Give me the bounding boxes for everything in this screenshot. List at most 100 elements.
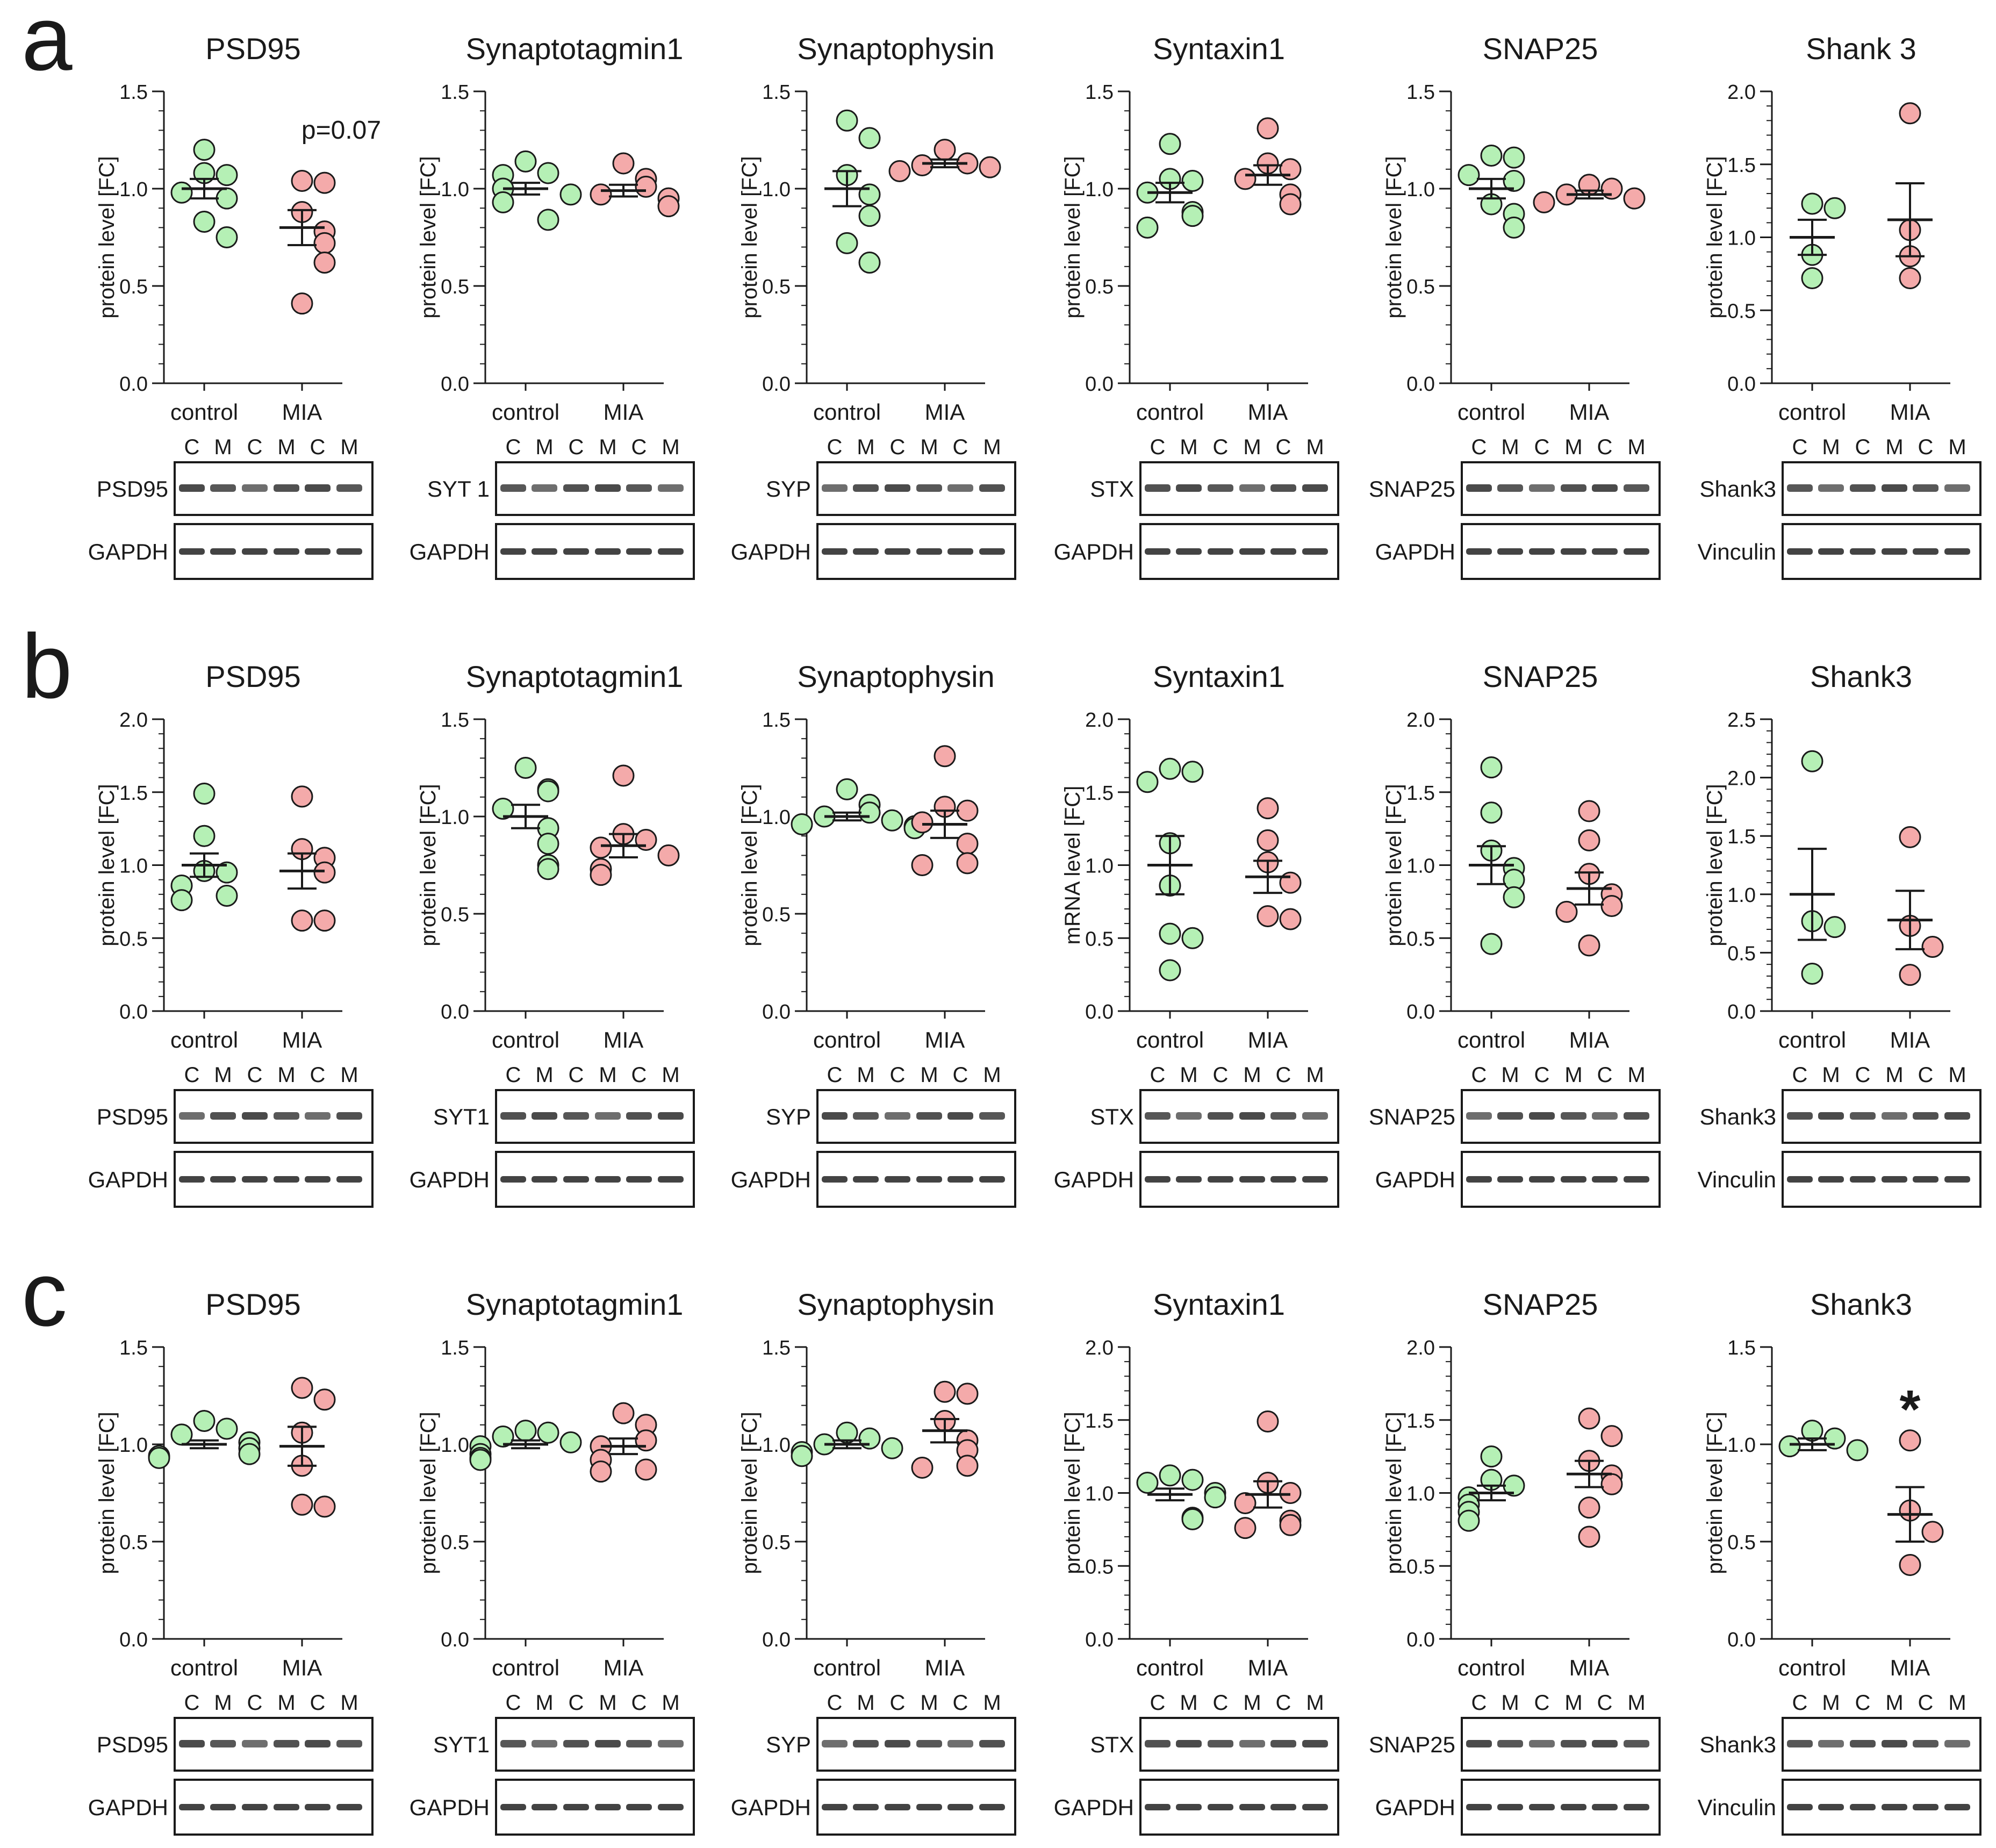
blot-band-loading xyxy=(1208,1176,1233,1183)
data-point-control xyxy=(1801,750,1823,772)
data-point-control xyxy=(1503,886,1525,908)
data-point-control xyxy=(492,1426,514,1448)
blot-band-target xyxy=(853,1112,879,1120)
blot-label-loading: GAPDH xyxy=(1375,1795,1455,1820)
lane-label: C xyxy=(1471,1063,1487,1087)
data-point-mia xyxy=(291,785,313,808)
data-point-mia xyxy=(1234,1492,1257,1515)
blot-band-loading xyxy=(916,1176,942,1183)
blot-band-loading xyxy=(1239,1804,1265,1810)
blot-band-target xyxy=(1850,1740,1876,1747)
panel-label: a xyxy=(21,0,73,90)
data-point-mia xyxy=(1257,829,1279,851)
y-tick-label: 0.0 xyxy=(1085,1629,1114,1651)
data-point-mia xyxy=(1899,964,1921,986)
blot-band-loading xyxy=(1176,1804,1202,1810)
data-point-mia xyxy=(635,175,657,198)
y-tick-label: 2.0 xyxy=(1727,81,1756,104)
y-tick-label: 1.0 xyxy=(1406,1483,1435,1506)
lane-label: M xyxy=(1180,1691,1197,1715)
blot-band-target xyxy=(1624,484,1649,492)
chart-title: Synaptotagmin1 xyxy=(466,32,684,66)
blot-band-target xyxy=(305,1112,331,1120)
data-point-mia xyxy=(291,170,313,192)
lane-label: C xyxy=(184,1691,200,1715)
blot-band-target xyxy=(1497,484,1523,492)
data-point-control xyxy=(1503,216,1525,239)
lane-label: M xyxy=(1822,435,1840,459)
blot-band-target xyxy=(979,1112,1005,1120)
lane-label: M xyxy=(340,1691,358,1715)
blot-band-target xyxy=(563,484,589,492)
data-point-mia xyxy=(1533,191,1555,213)
blot-band-target xyxy=(1561,484,1586,492)
y-tick-label: 1.0 xyxy=(1085,178,1114,201)
blot-band-loading xyxy=(885,548,910,555)
data-point-mia xyxy=(657,195,680,218)
blot-band-target xyxy=(1466,484,1492,492)
blot-band-target xyxy=(916,484,942,492)
y-tick-label: 1.5 xyxy=(1406,1410,1435,1432)
lane-label: M xyxy=(340,1063,358,1087)
blot-band-loading xyxy=(1270,548,1296,555)
blot-band-target xyxy=(1145,484,1171,492)
blot-band-loading xyxy=(1145,548,1171,555)
data-point-control xyxy=(791,1445,813,1467)
y-axis-label: protein level [FC] xyxy=(1703,156,1727,318)
lane-label: C xyxy=(631,435,647,459)
lane-label: C xyxy=(1855,1691,1871,1715)
x-tick-label: MIA xyxy=(282,399,322,425)
blot-band-target xyxy=(1882,1112,1907,1120)
y-tick-label: 0.0 xyxy=(1727,1001,1756,1023)
y-tick-label: 1.0 xyxy=(1085,855,1114,878)
y-tick-label: 0.5 xyxy=(441,276,469,298)
chart-title: PSD95 xyxy=(205,32,300,66)
data-point-control xyxy=(1778,1435,1801,1458)
lane-label: M xyxy=(1243,435,1261,459)
lane-label: C xyxy=(1792,1691,1808,1715)
blot-band-target xyxy=(1624,1740,1649,1747)
data-point-control xyxy=(1181,761,1204,783)
data-point-mia xyxy=(1899,1429,1921,1452)
data-point-control xyxy=(1136,216,1159,239)
lane-label: M xyxy=(1501,435,1519,459)
data-point-control xyxy=(537,780,559,803)
blot-band-loading xyxy=(1592,548,1618,555)
x-tick-label: MIA xyxy=(1248,1027,1288,1052)
data-point-control xyxy=(537,833,559,855)
lane-label: C xyxy=(1534,1691,1550,1715)
lane-label: C xyxy=(1276,1691,1291,1715)
y-tick-label: 2.0 xyxy=(1085,1337,1114,1359)
lane-label: C xyxy=(1918,1691,1934,1715)
blot-band-loading xyxy=(1850,1176,1876,1183)
blot-band-target xyxy=(1944,484,1970,492)
data-point-control xyxy=(148,1446,170,1469)
blot-band-loading xyxy=(1944,1176,1970,1183)
y-tick-label: 0.0 xyxy=(119,1001,148,1023)
lane-label: M xyxy=(1627,435,1645,459)
lane-label: M xyxy=(1180,1063,1197,1087)
y-tick-label: 0.5 xyxy=(441,904,469,926)
blot-band-loading xyxy=(1208,548,1233,555)
data-point-control xyxy=(1801,267,1823,290)
chart-a-shank-3: Shank 3 0.0 0.5 1.0 1.5 2.0 protein level [FC]… xyxy=(1698,32,1981,580)
data-point-control xyxy=(1457,1509,1480,1532)
lane-label: M xyxy=(1180,435,1197,459)
lane-label: C xyxy=(1597,1691,1613,1715)
blot-band-loading xyxy=(242,1176,268,1183)
data-point-mia xyxy=(1600,1473,1623,1495)
lane-label: C xyxy=(1471,435,1487,459)
y-tick-label: 0.5 xyxy=(1727,942,1756,965)
lane-label: M xyxy=(277,1691,295,1715)
blot-band-loading xyxy=(1624,1804,1649,1810)
lane-label: M xyxy=(1948,1691,1966,1715)
chart-title: Shank3 xyxy=(1810,1287,1912,1321)
blot-band-target xyxy=(1882,484,1907,492)
p-value-annotation: p=0.07 xyxy=(301,116,381,145)
data-point-control xyxy=(1457,164,1480,187)
panel-label: b xyxy=(21,615,73,718)
blot-band-target xyxy=(532,1112,557,1120)
x-tick-label: MIA xyxy=(925,1027,965,1052)
lane-label: C xyxy=(1471,1691,1487,1715)
data-point-control xyxy=(1181,170,1204,192)
